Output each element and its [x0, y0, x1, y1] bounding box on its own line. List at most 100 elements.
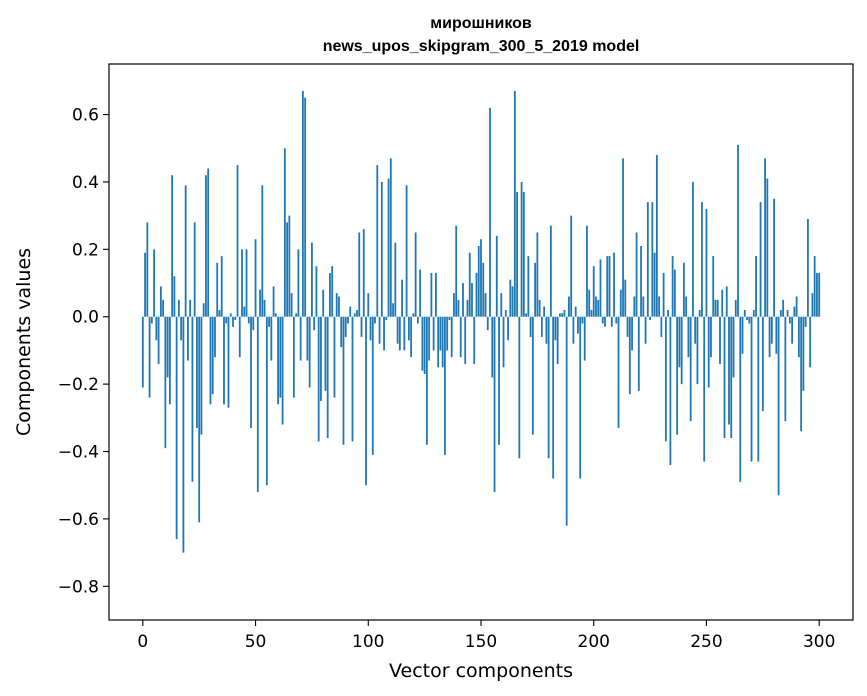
bar-129 [432, 316, 435, 351]
bar-275 [761, 316, 764, 412]
bar-246 [696, 316, 699, 385]
bar-25 [198, 316, 201, 523]
bar-44 [241, 249, 243, 317]
bar-65 [288, 215, 291, 317]
bar-217 [631, 316, 633, 351]
bar-59 [274, 313, 277, 317]
bar-191 [572, 316, 575, 344]
bar-146 [471, 283, 473, 317]
bar-280 [773, 198, 775, 317]
bar-167 [518, 316, 521, 459]
bar-64 [286, 222, 289, 317]
bar-75 [311, 242, 313, 317]
plot-area-frame [108, 63, 854, 621]
bar-258 [723, 316, 726, 439]
x-tick-label-150: 150 [465, 632, 497, 652]
bar-70 [299, 316, 302, 361]
bar-71 [301, 90, 304, 317]
bar-130 [435, 272, 437, 317]
bar-135 [446, 316, 449, 351]
bar-39 [229, 313, 232, 317]
bar-139 [455, 225, 458, 317]
bar-166 [516, 192, 518, 317]
bar-295 [807, 219, 809, 317]
bar-89 [342, 316, 345, 445]
bar-238 [678, 316, 681, 368]
bar-110 [389, 158, 392, 317]
bar-9 [162, 299, 165, 317]
bar-225 [649, 316, 651, 321]
bar-272 [755, 256, 757, 317]
bar-150 [480, 239, 482, 317]
chart-subtitle: news_upos_skipgram_300_5_2019 model [323, 38, 640, 55]
bar-128 [430, 272, 433, 317]
bar-287 [788, 316, 791, 324]
bar-118 [407, 316, 410, 341]
chart-title: мирошников [430, 15, 532, 32]
bar-158 [498, 316, 500, 445]
bar-106 [380, 181, 383, 317]
bar-179 [545, 316, 548, 344]
bar-111 [392, 303, 394, 317]
bar-45 [243, 306, 246, 317]
bar-276 [764, 158, 766, 317]
bar-33 [216, 262, 219, 317]
bar-274 [759, 202, 762, 317]
bar-136 [448, 316, 451, 321]
bar-188 [565, 316, 568, 526]
bar-202 [597, 299, 600, 317]
bar-195 [581, 316, 584, 324]
bar-153 [486, 316, 489, 331]
bar-237 [676, 316, 679, 435]
bar-293 [802, 316, 805, 391]
bar-149 [477, 245, 480, 317]
bar-88 [340, 316, 343, 348]
bar-291 [797, 316, 800, 358]
bar-236 [673, 269, 676, 317]
bar-227 [653, 252, 656, 317]
bar-151 [482, 262, 485, 317]
bar-255 [716, 299, 719, 317]
bar-87 [338, 296, 340, 317]
bar-132 [439, 316, 442, 351]
bar-288 [791, 316, 794, 344]
bar-190 [570, 215, 573, 317]
bar-192 [574, 306, 577, 317]
bar-174 [534, 262, 537, 317]
bar-176 [538, 299, 541, 317]
bar-178 [543, 306, 546, 317]
bar-173 [531, 316, 534, 435]
bar-241 [685, 296, 688, 317]
bar-160 [502, 316, 505, 368]
bar-46 [245, 249, 248, 317]
bar-40 [232, 316, 234, 327]
bar-245 [694, 316, 697, 344]
bar-69 [297, 249, 300, 317]
bar-37 [225, 316, 228, 324]
y-tick-label-1: −0.6 [58, 510, 99, 530]
bar-242 [687, 316, 690, 358]
x-axis-ticks: 0 50 100 150 200 250 300 [137, 620, 835, 652]
bar-203 [599, 259, 602, 317]
bar-125 [423, 316, 426, 375]
bar-216 [628, 316, 631, 395]
bar-137 [450, 316, 453, 358]
bar-218 [633, 296, 636, 317]
bar-266 [741, 316, 744, 354]
bar-175 [536, 232, 539, 317]
bar-257 [721, 289, 724, 317]
bar-48 [250, 316, 252, 428]
bar-298 [813, 256, 816, 317]
bar-101 [369, 316, 372, 341]
bar-140 [457, 299, 460, 317]
bar-235 [671, 256, 674, 317]
bar-152 [484, 293, 487, 317]
bar-16 [177, 299, 180, 317]
bar-38 [227, 316, 230, 408]
bar-239 [680, 316, 683, 385]
bar-107 [383, 316, 385, 351]
bar-63 [283, 148, 286, 317]
bar-198 [588, 289, 591, 317]
bar-177 [540, 316, 543, 337]
bar-155 [491, 316, 494, 378]
